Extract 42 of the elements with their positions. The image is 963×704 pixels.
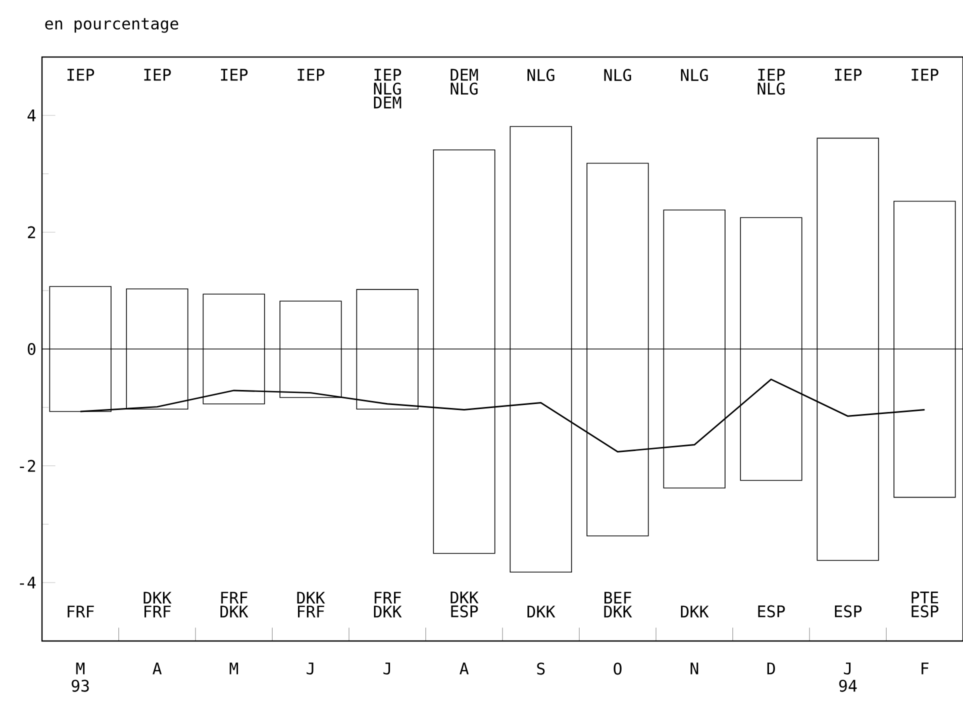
x-tick-label: O [614, 662, 622, 675]
x-tick-label: N [690, 662, 698, 674]
chart-title: en pourcentage [45, 18, 178, 33]
annotation: FRF DKK [220, 592, 248, 618]
annotation: DEM NLG [450, 68, 478, 95]
annotation: IEP [835, 68, 862, 81]
annotation: DKK [528, 606, 556, 618]
annotation: FRF [68, 606, 94, 618]
annotation: FRF DKK [374, 592, 402, 618]
annotation: DKK FRF [144, 592, 172, 618]
x-tick-label: J [383, 662, 390, 674]
annotation: IEP [912, 68, 938, 81]
annotation: IEP [298, 68, 324, 81]
x-tick-label: A [460, 662, 469, 674]
x-tick-label: J 94 [839, 662, 857, 692]
x-tick-label: M [230, 662, 238, 674]
annotation: DKK [681, 606, 709, 618]
y-tick-label: -4 [20, 576, 36, 588]
annotation: NLG [528, 68, 554, 82]
annotation: IEP [221, 68, 248, 81]
annotation: NLG [604, 68, 632, 82]
y-tick-label: -2 [20, 460, 36, 472]
y-tick-label: 2 [28, 226, 36, 238]
annotation: IEP NLG DEM [374, 68, 402, 108]
y-tick-label: 4 [28, 110, 36, 122]
annotation: ESP [834, 605, 862, 618]
y-tick-label: 0 [28, 342, 36, 356]
x-tick-label: J [306, 662, 314, 674]
annotation: NLG [681, 68, 708, 82]
annotation: IEP [144, 68, 171, 81]
annotation: IEP [68, 68, 94, 81]
x-tick-label: S [537, 662, 545, 675]
annotation: PTE ESP [912, 592, 938, 618]
annotation: ESP [758, 605, 785, 618]
x-tick-label: F [922, 662, 928, 674]
annotation: DKK FRF [297, 592, 326, 618]
x-tick-label: A [152, 662, 162, 674]
annotation: IEP NLG [758, 68, 785, 95]
x-tick-label: M 93 [72, 662, 89, 692]
x-tick-label: D [767, 662, 775, 674]
annotation: DKK ESP [450, 592, 479, 618]
annotation: BEF DKK [604, 592, 632, 618]
